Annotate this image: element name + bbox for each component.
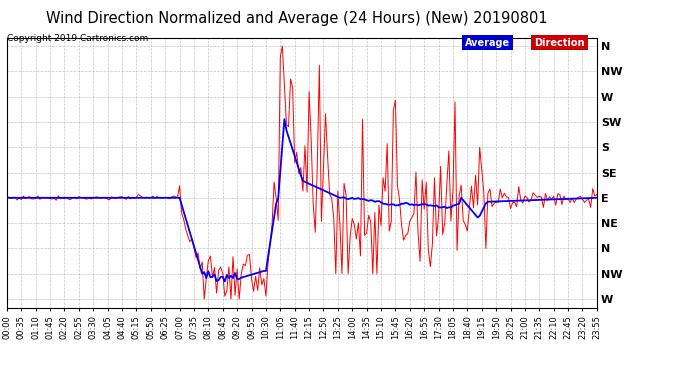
Text: Average: Average (465, 38, 510, 48)
Text: Copyright 2019 Cartronics.com: Copyright 2019 Cartronics.com (7, 34, 148, 43)
Text: Wind Direction Normalized and Average (24 Hours) (New) 20190801: Wind Direction Normalized and Average (2… (46, 11, 547, 26)
Text: Direction: Direction (534, 38, 585, 48)
